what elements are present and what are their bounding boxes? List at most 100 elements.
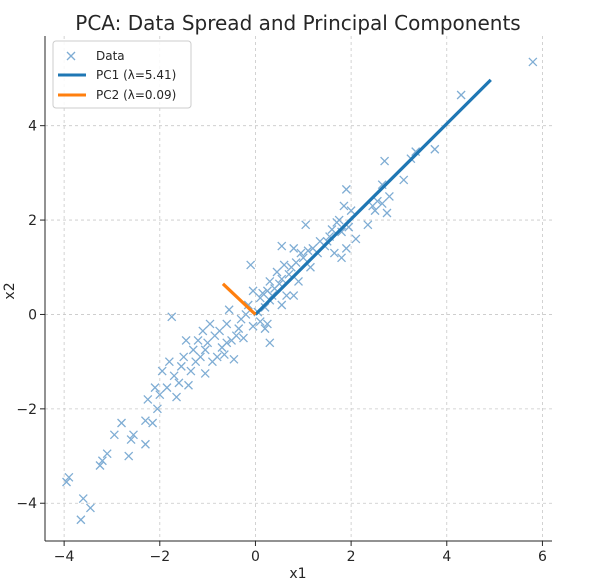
data-point <box>78 494 88 503</box>
data-point <box>282 291 292 301</box>
data-point <box>260 324 270 334</box>
legend: Data PC1 (λ=5.41) PC2 (λ=0.09) <box>52 40 192 109</box>
x-tick-label: −2 <box>149 549 170 565</box>
data-point <box>248 286 258 296</box>
data-point <box>528 57 538 67</box>
data-point <box>207 357 217 367</box>
data-point <box>430 144 440 154</box>
data-point <box>200 368 210 378</box>
data-point <box>164 357 174 367</box>
data-point <box>399 175 409 185</box>
data-point <box>229 354 239 364</box>
data-point <box>346 206 356 216</box>
data-point <box>370 206 380 216</box>
data-point <box>143 394 153 404</box>
data-point <box>162 383 172 393</box>
pc1-line <box>254 78 492 316</box>
data-point <box>279 260 289 270</box>
x-axis-ticks: −4 −2 0 2 4 6 <box>54 541 547 565</box>
data-point <box>140 439 150 449</box>
data-point <box>76 515 86 525</box>
data-point <box>327 225 337 234</box>
data-point <box>85 503 95 513</box>
x-tick-label: −4 <box>54 549 75 565</box>
pc2-line <box>221 282 257 316</box>
data-point <box>186 366 196 376</box>
y-axis-ticks: −4 −2 0 2 4 <box>16 119 45 512</box>
data-point <box>303 246 313 256</box>
data-point <box>341 184 351 194</box>
y-axis-label: x2 <box>2 282 18 299</box>
data-point <box>456 90 466 100</box>
data-point <box>124 451 134 461</box>
x-tick-label: 4 <box>442 549 451 565</box>
data-point <box>289 243 299 253</box>
data-point <box>262 286 272 296</box>
x-tick-label: 2 <box>347 549 356 565</box>
data-point <box>265 276 275 286</box>
data-point <box>332 217 342 227</box>
data-point <box>315 236 325 246</box>
data-point <box>277 241 287 251</box>
data-point <box>286 262 296 272</box>
data-point <box>351 234 361 244</box>
data-point <box>236 314 246 324</box>
data-point <box>301 220 311 230</box>
data-point <box>255 293 265 303</box>
data-point <box>222 319 232 329</box>
data-point <box>129 430 138 440</box>
data-point <box>200 345 210 355</box>
data-point <box>148 418 158 428</box>
data-point <box>205 319 215 329</box>
data-point <box>174 378 184 388</box>
axes <box>44 36 552 542</box>
data-point <box>246 260 256 270</box>
data-point <box>184 380 193 390</box>
data-point <box>329 248 339 258</box>
data-point <box>308 243 318 253</box>
legend-label-pc2: PC2 (λ=0.09) <box>96 88 176 102</box>
data-point <box>363 220 373 230</box>
data-point <box>384 192 394 201</box>
data-point <box>179 352 189 362</box>
data-point <box>155 390 165 400</box>
data-point <box>277 274 287 284</box>
data-point <box>258 288 268 298</box>
data-point <box>260 302 270 312</box>
data-point <box>176 361 186 371</box>
data-point <box>152 404 162 414</box>
principal-component-lines <box>221 78 492 316</box>
data-point <box>255 317 265 326</box>
x-tick-label: 0 <box>251 549 260 565</box>
data-point <box>102 449 112 459</box>
data-point <box>210 331 220 341</box>
data-point <box>224 305 234 315</box>
data-point <box>62 477 71 487</box>
data-point <box>64 472 74 482</box>
data-point <box>289 291 299 301</box>
data-point <box>217 343 227 352</box>
data-point <box>191 357 201 367</box>
data-points <box>62 57 538 525</box>
y-tick-label: −2 <box>16 402 37 418</box>
y-tick-label: 2 <box>28 213 37 229</box>
data-point <box>296 248 306 258</box>
data-point <box>172 392 181 402</box>
data-point <box>126 435 136 444</box>
data-point <box>341 243 351 253</box>
data-point <box>337 253 347 263</box>
data-point <box>188 345 198 355</box>
data-point <box>380 156 390 166</box>
data-point <box>239 333 248 343</box>
data-point <box>227 335 236 345</box>
chart-title: PCA: Data Spread and Principal Component… <box>75 11 520 35</box>
data-point <box>140 416 150 426</box>
data-point <box>117 418 126 428</box>
data-point <box>181 335 191 345</box>
legend-marker-data <box>66 51 76 61</box>
y-tick-label: 4 <box>28 119 37 135</box>
data-point <box>95 461 105 470</box>
legend-label-data: Data <box>96 49 125 63</box>
data-point <box>262 319 272 329</box>
